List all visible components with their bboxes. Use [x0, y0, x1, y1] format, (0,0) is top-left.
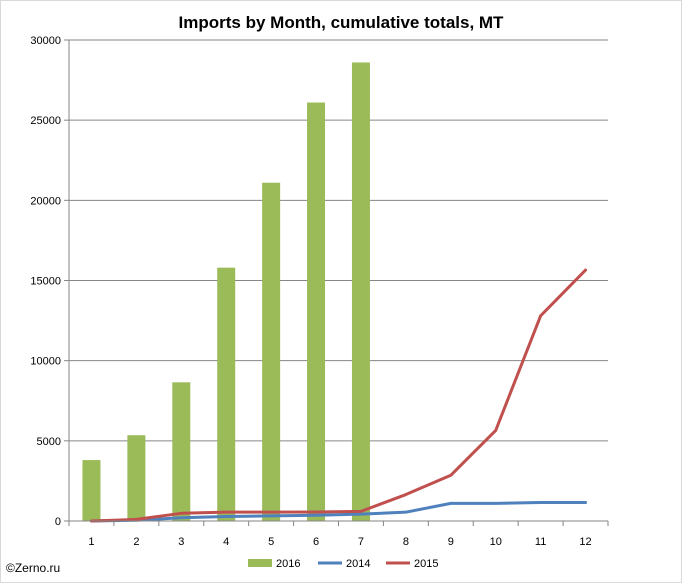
- legend: 2016 2014 2015: [248, 558, 438, 570]
- bar-2016-3: [172, 382, 191, 521]
- bar-2016-2: [127, 435, 146, 521]
- legend-label-2016: 2016: [276, 558, 300, 570]
- x-tick-label: 10: [490, 536, 502, 548]
- y-tick-label: 15000: [30, 276, 61, 288]
- x-tick-label: 2: [133, 536, 139, 548]
- x-tick-label: 3: [178, 536, 184, 548]
- y-tick-label: 20000: [30, 195, 61, 207]
- x-tick-label: 4: [223, 536, 229, 548]
- chart-title: Imports by Month, cumulative totals, MT: [179, 13, 505, 32]
- bar-2016-7: [351, 62, 370, 522]
- y-tick-label: 5000: [37, 436, 61, 448]
- y-tick-label: 25000: [30, 115, 61, 127]
- gridlines: [69, 39, 608, 522]
- bar-2016-1: [82, 460, 101, 521]
- y-axis-ticks: 0 5000 10000 15000 20000 25000 30000: [30, 35, 69, 528]
- bar-2016-5: [262, 182, 281, 522]
- legend-swatch-2016: [248, 559, 272, 567]
- y-tick-label: 10000: [30, 356, 61, 368]
- x-tick-label: 11: [535, 536, 546, 548]
- x-tick-label: 5: [268, 536, 274, 548]
- x-tick-label: 1: [88, 536, 94, 548]
- bar-2016-4: [217, 267, 236, 521]
- bar-2016-6: [307, 102, 326, 521]
- x-tick-label: 9: [448, 536, 454, 548]
- legend-label-2014: 2014: [346, 558, 370, 570]
- x-tick-label: 7: [358, 536, 364, 548]
- line-2015: [89, 268, 588, 523]
- line-2014: [89, 501, 588, 523]
- line-series: [89, 268, 588, 523]
- x-tick-label: 6: [313, 536, 319, 548]
- y-tick-label: 0: [55, 516, 61, 528]
- bar-series: [82, 62, 370, 522]
- x-axis-ticks: 1 2 3 4 5 6 7 8 9 10 11 12: [68, 521, 609, 548]
- x-tick-label: 8: [403, 536, 409, 548]
- watermark: ©Zerno.ru: [6, 561, 60, 575]
- legend-label-2015: 2015: [414, 558, 438, 570]
- y-tick-label: 30000: [30, 35, 61, 47]
- x-tick-label: 12: [579, 536, 591, 548]
